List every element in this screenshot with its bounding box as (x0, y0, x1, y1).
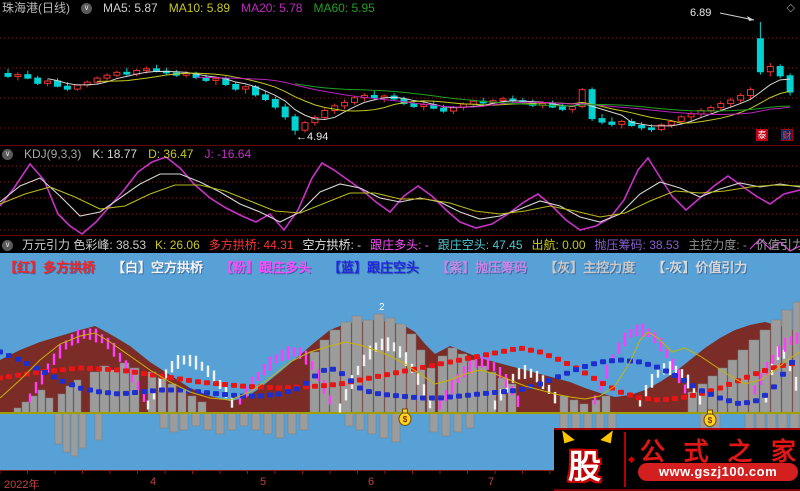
logo-char: 家 (770, 439, 796, 466)
kdj-line-K (0, 173, 800, 223)
money-bag-icon: $ (398, 408, 412, 426)
indicator-title-value: 万元引力 色彩峰: 38.53 (22, 238, 147, 252)
ma10-value: MA10: 5.89 (168, 1, 231, 15)
indicator-legend: 【红】多方拱桥 【白】空方拱桥 【粉】跟庄多头 【蓝】跟庄空头 【紫】抛压筹码 … (4, 257, 747, 276)
kdj-line-J (0, 156, 800, 235)
axis-label: 7 (488, 476, 495, 488)
candlesticks (4, 22, 794, 135)
candle-header: 珠海港(日线) ∨ MA5: 5.87 MA10: 5.89 MA20: 5.7… (2, 1, 375, 15)
diamond-icon[interactable]: ◇ (786, 2, 795, 14)
svg-text:$: $ (403, 415, 408, 424)
candlestick-chart[interactable]: 6.89 ←4.94 (0, 0, 800, 145)
ind-jiazhi-value: 价值引力: -0.67 (755, 238, 800, 252)
kdj-title: KDJ(9,3,3) (24, 147, 82, 161)
kdj-d-value: D: 36.47 (148, 147, 194, 161)
logo-char: 之 (727, 439, 753, 466)
logo-divider (624, 432, 626, 487)
gszj-logo: 股 ◆ 公式之家 www.gszj100.com (554, 427, 800, 491)
kdj-chart[interactable] (0, 146, 800, 235)
ind-k-value: K: 26.06 (155, 238, 200, 252)
legend-red-duofang: 【红】多方拱桥 (4, 260, 96, 275)
ind-duofang-value: 多方拱桥: 44.31 (208, 238, 294, 252)
legend-blue-genzhuangkong: 【蓝】跟庄空头 (328, 260, 420, 275)
site-url[interactable]: www.gszj100.com (638, 463, 798, 481)
site-name: 公式之家 (640, 432, 796, 468)
candlestick-panel[interactable]: 6.89 ←4.94 珠海港(日线) ∨ MA5: 5.87 MA10: 5.89… (0, 0, 800, 146)
blue-chain (0, 349, 795, 406)
ind-genzhuang-duo-value: 跟庄多头: - (370, 238, 429, 252)
logo-text-block: ◆ 公式之家 www.gszj100.com (626, 430, 800, 489)
bull-stock-emblem: 股 (554, 427, 624, 489)
red-chain (0, 345, 795, 403)
peak-marker: 2 (379, 302, 385, 313)
logo-char: 公 (640, 439, 666, 466)
axis-label: 6 (368, 476, 375, 488)
header-wave-decoration (749, 238, 800, 252)
kdj-line-D (0, 184, 800, 218)
price-annotations: 6.89 ←4.94 (296, 7, 755, 143)
ind-chuhang-value: 出航: 0.00 (531, 238, 586, 252)
diamond-separator-icon: ◆ (628, 454, 635, 464)
svg-text:6.89: 6.89 (690, 7, 711, 19)
legend-gray-jiazhi: 【-灰】价值引力 (652, 260, 748, 275)
indicator-header-bar: ∨ 万元引力 色彩峰: 38.53 K: 26.06 多方拱桥: 44.31 空… (0, 236, 800, 253)
stock-badge-cai[interactable]: 财 (781, 129, 793, 141)
kdj-header: ∨ KDJ(9,3,3) K: 18.77 D: 36.47 J: -16.64 (2, 147, 251, 161)
ma60-value: MA60: 5.95 (313, 1, 375, 15)
ind-paoya-value: 抛压筹码: 38.53 (594, 238, 680, 252)
ridge-line (0, 331, 800, 401)
axis-label: 4 (150, 476, 157, 488)
kdj-j-value: J: -16.64 (204, 147, 252, 161)
kdj-k-value: K: 18.77 (92, 147, 138, 161)
kdj-lines (0, 156, 800, 235)
svg-text:←4.94: ←4.94 (296, 131, 328, 143)
stock-title: 珠海港(日线) (2, 1, 70, 15)
ind-kongfang-value: 空方拱桥: - (302, 238, 362, 252)
ind-zhukong-value: 主控力度: - (688, 238, 747, 252)
money-bag-icon: $ (703, 409, 717, 427)
legend-purple-paoya: 【紫】抛压筹码 (436, 260, 528, 275)
svg-text:$: $ (708, 416, 713, 425)
legend-gray-zhukong: 【灰】主控力度 (544, 260, 636, 275)
ind-genzhuang-kong-value: 跟庄空头: 47.45 (437, 238, 523, 252)
bull-horn-right-icon (600, 427, 615, 444)
legend-pink-genzhuangduo: 【粉】跟庄多头 (220, 260, 312, 275)
white-arch-dashes (146, 337, 798, 413)
legend-white-kongfang: 【白】空方拱桥 (112, 260, 204, 275)
axis-label: 5 (260, 476, 267, 488)
stock-badge-tai[interactable]: 泰 (756, 129, 768, 141)
collapse-icon[interactable]: ∨ (81, 2, 92, 14)
kdj-panel[interactable]: ∨ KDJ(9,3,3) K: 18.77 D: 36.47 J: -16.64 (0, 146, 800, 236)
indicator-header: ∨ 万元引力 色彩峰: 38.53 K: 26.06 多方拱桥: 44.31 空… (2, 238, 800, 252)
collapse-icon[interactable]: ∨ (2, 239, 13, 251)
collapse-icon[interactable]: ∨ (2, 148, 13, 160)
grid-lines (0, 165, 800, 231)
logo-char: 式 (683, 439, 709, 466)
moving-average-lines (47, 70, 791, 127)
ma20-value: MA20: 5.78 (241, 1, 303, 15)
axis-label: 2022年 (4, 479, 40, 491)
ma5-value: MA5: 5.87 (103, 1, 158, 15)
grid-lines (0, 37, 800, 129)
gu-character: 股 (568, 450, 601, 486)
